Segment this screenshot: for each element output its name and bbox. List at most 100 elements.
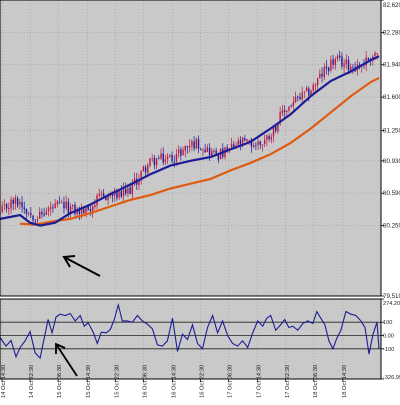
candle-body [297, 96, 299, 98]
candle-body [67, 201, 70, 214]
candle-body [58, 201, 61, 203]
candle-body [34, 220, 36, 222]
price-tick-label: 82.280 [383, 29, 400, 36]
oscillator-tick-label: 0.00 [383, 333, 394, 339]
candle-body [305, 87, 308, 91]
candle-body [343, 63, 345, 67]
candle-body [69, 206, 72, 214]
candle-body [288, 106, 290, 111]
candle-body [3, 204, 6, 206]
candle-body [171, 154, 173, 162]
candle-body [39, 211, 41, 219]
candle-body [290, 105, 292, 107]
candle-body [239, 139, 242, 145]
time-tick-label: 16 Oct 14:30 [171, 365, 177, 398]
candle-body [118, 190, 120, 198]
annotation-arrow-oscillator [55, 342, 78, 377]
candle-body [292, 101, 295, 106]
candle-body [56, 201, 59, 205]
candle-body [261, 144, 264, 146]
candle-body [19, 201, 21, 205]
candle-body [182, 149, 184, 156]
price-tick-label: 81.940 [383, 62, 400, 69]
candle-body [323, 67, 325, 78]
price-panel-border [0, 0, 382, 297]
candle-body [202, 149, 204, 151]
candle-body [105, 195, 107, 200]
candle-body [164, 159, 167, 162]
candle-body [8, 207, 10, 210]
candle-body [263, 139, 266, 144]
price-tick-label: 82.620 [383, 2, 400, 9]
candle-body [142, 166, 145, 171]
candle-body [122, 189, 125, 197]
candle-body [250, 139, 253, 147]
candle-body [116, 191, 118, 199]
candle-body [138, 179, 140, 185]
candle-body [27, 213, 30, 215]
candle-body [184, 146, 186, 151]
candle-body [36, 219, 39, 221]
time-tick-label: 18 Oct 14:30 [342, 365, 348, 398]
candle-body [41, 211, 43, 215]
candle-body [319, 73, 321, 79]
candle-body [321, 73, 323, 77]
candle-body [52, 207, 54, 209]
candle-body [195, 139, 198, 149]
candle-body [230, 143, 233, 148]
candle-body [270, 136, 273, 140]
candle-body [268, 136, 270, 140]
oscillator-tick-label: 274.207 [383, 301, 400, 307]
candle-body [10, 199, 12, 209]
candle-body [347, 59, 350, 71]
moving-average-slow [20, 77, 380, 226]
candle-body [259, 141, 261, 145]
candle-body [54, 203, 56, 209]
candle-body [301, 92, 303, 100]
candle-body [330, 60, 332, 71]
candle-body [23, 207, 25, 210]
candle-body [327, 67, 330, 72]
oscillator-line [0, 302, 380, 360]
oscillator-axis: 274.207 100 0.00 -100 -326.996 [381, 298, 400, 381]
candle-body [197, 139, 200, 149]
candle-body [367, 57, 370, 61]
candle-body [129, 187, 131, 194]
candle-body [98, 193, 100, 196]
time-tick-label: 15 Oct 22:30 [114, 365, 120, 398]
candle-body [89, 209, 92, 212]
candle-body [376, 53, 378, 54]
candle-body [211, 150, 213, 156]
time-tick-label: 15 Oct 14:30 [86, 365, 92, 398]
price-tick-label: 79.510 [383, 293, 400, 300]
candle-body [25, 208, 28, 215]
candle-body [43, 214, 45, 216]
price-panel: 82.620 82.280 81.940 81.600 81.250 80.930 80.5… [0, 0, 400, 300]
candle-body [151, 158, 153, 160]
candle-body [303, 91, 306, 93]
oscillator-panel-border [0, 298, 382, 380]
price-tick-label: 80.250 [383, 223, 400, 230]
candle-body [5, 204, 8, 209]
candle-body [186, 146, 189, 148]
candle-body [233, 144, 235, 147]
candle-body [111, 193, 114, 196]
candle-body [241, 137, 244, 144]
candle-body [316, 78, 319, 86]
candle-body [140, 171, 142, 180]
candle-body [341, 56, 343, 67]
price-axis: 82.620 82.280 81.940 81.600 81.250 80.930 80.5… [381, 0, 400, 300]
candle-body [248, 139, 250, 141]
candle-body [74, 204, 76, 215]
candle-body [155, 158, 158, 166]
candle-body [200, 149, 202, 150]
time-tick-label: 14 Oct 22:30 [29, 365, 35, 398]
annotation-arrow-price [62, 255, 101, 277]
time-tick-label: 18 Oct 06:30 [313, 365, 319, 398]
candle-body [191, 140, 193, 146]
time-tick-label: 16 Oct 22:30 [200, 365, 206, 398]
candle-body [275, 125, 277, 131]
moving-average-fast [0, 55, 380, 227]
candle-body [279, 112, 281, 124]
candle-body [257, 141, 259, 145]
